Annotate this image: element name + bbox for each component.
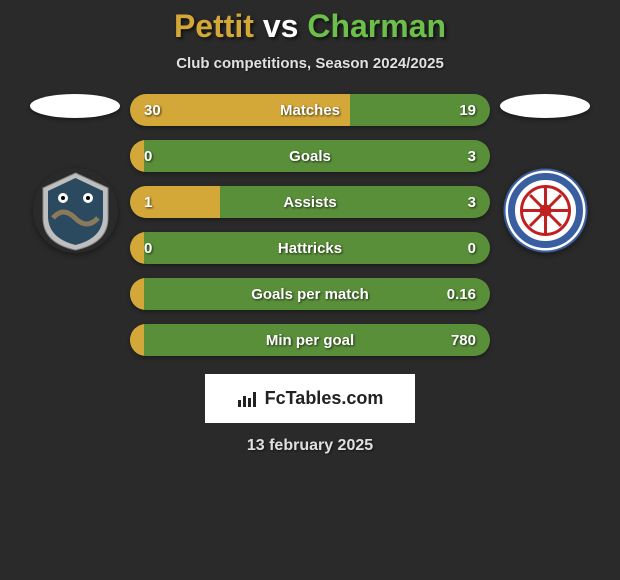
stat-bar: 0 Goals 3 (130, 140, 490, 172)
stat-name: Goals (289, 148, 331, 165)
comparison-card: Pettit vs Charman Club competitions, Sea… (0, 0, 620, 580)
left-flag-oval (30, 94, 120, 118)
player1-name: Pettit (174, 8, 254, 44)
stat-name: Goals per match (251, 286, 369, 303)
stat-bar: 1 Assists 3 (130, 186, 490, 218)
stat-left-value: 30 (144, 102, 161, 119)
brand-text: FcTables.com (265, 388, 384, 409)
stat-name: Matches (280, 102, 340, 119)
stats-column: 30Matches190Goals31Assists30Hattricks0Go… (130, 94, 490, 356)
right-side-col (490, 94, 600, 253)
stat-bar-label: 0 Goals 3 (130, 140, 490, 172)
brand-badge[interactable]: FcTables.com (205, 374, 416, 423)
right-club-crest (503, 168, 588, 253)
stat-right-value: 3 (468, 148, 476, 165)
subtitle: Club competitions, Season 2024/2025 (176, 55, 444, 72)
stat-name: Assists (283, 194, 336, 211)
crest-left-svg (33, 168, 118, 253)
stat-bar-label: Min per goal 780 (130, 324, 490, 356)
page-title: Pettit vs Charman (174, 8, 446, 45)
stat-bar: Goals per match 0.16 (130, 278, 490, 310)
stat-right-value: 0 (468, 240, 476, 257)
stat-bar: 0 Hattricks 0 (130, 232, 490, 264)
stat-bar: 30 Matches 19 (130, 94, 490, 126)
footer-date: 13 february 2025 (247, 437, 373, 455)
stat-right-value: 780 (451, 332, 476, 349)
stat-name: Min per goal (266, 332, 354, 349)
right-flag-oval (500, 94, 590, 118)
stat-bar-label: 0 Hattricks 0 (130, 232, 490, 264)
stat-bar-label: 1 Assists 3 (130, 186, 490, 218)
stat-bar-label: 30 Matches 19 (130, 94, 490, 126)
stat-bar-label: Goals per match 0.16 (130, 278, 490, 310)
stat-left-value: 0 (144, 240, 152, 257)
main-row: 30Matches190Goals31Assists30Hattricks0Go… (0, 94, 620, 356)
chart-icon (237, 390, 259, 408)
stat-right-value: 19 (459, 102, 476, 119)
stat-left-value: 1 (144, 194, 152, 211)
crest-right-svg (503, 168, 588, 253)
left-side-col (20, 94, 130, 253)
player2-name: Charman (307, 8, 446, 44)
stat-left-value: 0 (144, 148, 152, 165)
stat-name: Hattricks (278, 240, 342, 257)
stat-right-value: 3 (468, 194, 476, 211)
stat-right-value: 0.16 (447, 286, 476, 303)
stat-bar: Min per goal 780 (130, 324, 490, 356)
left-club-crest (33, 168, 118, 253)
vs-text: vs (263, 8, 299, 44)
